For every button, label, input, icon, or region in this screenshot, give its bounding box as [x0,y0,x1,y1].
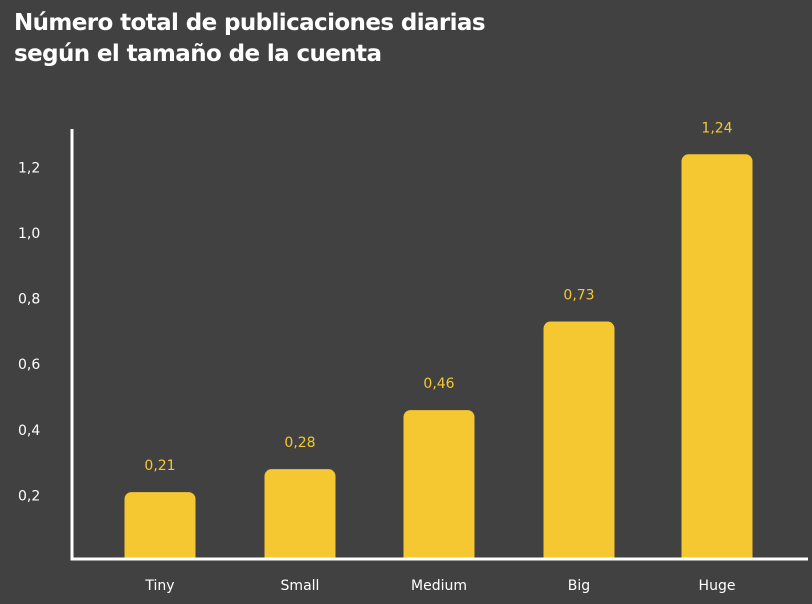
bar-big [543,321,615,567]
y-tick-label-5: 1,2 [18,160,40,176]
value-label-tiny: 0,21 [144,458,175,474]
y-axis-ticks: 0,2 0,4 0,6 0,8 1,0 1,2 [18,160,40,504]
chart-title: Número total de publicaciones diarias se… [14,8,714,70]
category-label-tiny: Tiny [144,578,174,594]
bar-base-mask [74,560,810,581]
category-labels: Tiny Small Medium Big Huge [144,578,735,594]
chart-title-line-2: según el tamaño de la cuenta [14,41,382,67]
bar-huge [681,154,753,567]
value-label-big: 0,73 [563,288,594,304]
category-label-medium: Medium [411,578,467,594]
bar-small [264,469,336,567]
value-label-medium: 0,46 [423,376,454,392]
bars [74,154,810,581]
value-label-small: 0,28 [284,435,315,451]
y-tick-label-2: 0,6 [18,357,40,373]
bar-tiny [124,492,196,567]
value-labels: 0,21 0,28 0,46 0,73 1,24 [144,120,732,474]
chart-title-line-1: Número total de publicaciones diarias [14,10,486,36]
value-label-huge: 1,24 [701,120,732,136]
category-label-big: Big [568,578,590,594]
category-label-small: Small [281,578,320,594]
bar-medium [403,410,475,567]
category-label-huge: Huge [699,578,736,594]
y-tick-label-4: 1,0 [18,226,40,242]
y-tick-label-1: 0,4 [18,423,40,439]
y-tick-label-3: 0,8 [18,292,40,308]
y-tick-label-0: 0,2 [18,488,40,504]
